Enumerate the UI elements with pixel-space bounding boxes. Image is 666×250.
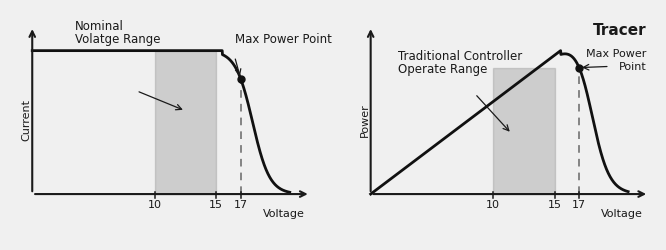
Text: 17: 17 — [572, 199, 586, 209]
Text: Max Power: Max Power — [586, 48, 647, 58]
Text: Tracer: Tracer — [593, 23, 647, 38]
Text: Point: Point — [619, 62, 647, 72]
Text: Operate Range: Operate Range — [398, 63, 487, 76]
Text: Traditional Controller: Traditional Controller — [398, 50, 522, 63]
Bar — [494, 68, 555, 194]
Text: Max Power Point: Max Power Point — [234, 33, 332, 46]
Text: 10: 10 — [148, 199, 162, 209]
Text: 10: 10 — [486, 199, 500, 209]
Text: 15: 15 — [209, 199, 223, 209]
Text: Nominal: Nominal — [75, 20, 124, 33]
Text: 15: 15 — [547, 199, 561, 209]
Text: Power: Power — [360, 103, 370, 137]
Bar — [155, 52, 216, 194]
Text: Volatge Range: Volatge Range — [75, 33, 161, 46]
Text: 17: 17 — [234, 199, 248, 209]
Text: Voltage: Voltage — [262, 208, 304, 218]
Text: Current: Current — [21, 99, 31, 141]
Text: Voltage: Voltage — [601, 208, 643, 218]
